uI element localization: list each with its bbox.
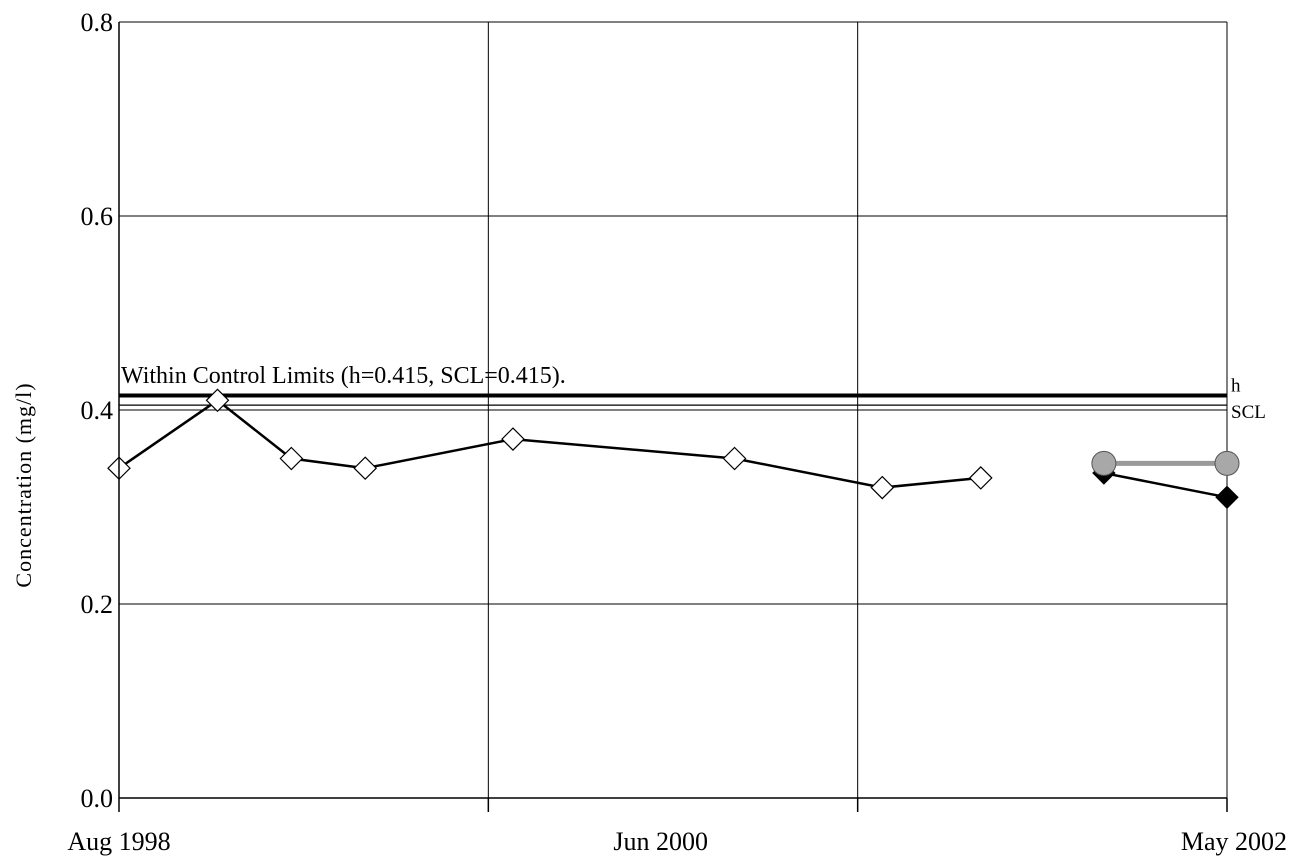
data-point xyxy=(353,456,378,481)
data-point xyxy=(968,466,993,490)
limit-label-scl: SCL xyxy=(1231,402,1266,423)
series-layer xyxy=(107,388,1240,510)
axis-layer: 0.0 0.2 0.4 0.6 0.8 Aug 1998 Jun 2000 May 2002 xyxy=(67,8,1287,856)
control-limits-annotation: Within Control Limits (h=0.415, SCL=0.41… xyxy=(121,363,566,389)
data-point xyxy=(205,388,230,413)
data-point xyxy=(501,427,525,451)
y-axis-label: Concentration (mg/l) xyxy=(11,382,36,587)
data-point xyxy=(1091,450,1117,476)
y-tick-label: 0.8 xyxy=(81,8,114,37)
data-point xyxy=(1214,450,1240,476)
series-line xyxy=(118,398,981,489)
data-point xyxy=(722,446,747,471)
x-tick-label: Aug 1998 xyxy=(67,827,170,856)
grid-layer xyxy=(118,21,1228,799)
x-tick-label: May 2002 xyxy=(1181,827,1287,856)
y-tick-label: 0.0 xyxy=(81,784,114,813)
data-point xyxy=(870,475,895,500)
limits-layer: h SCL xyxy=(119,375,1266,423)
data-point xyxy=(1215,485,1239,510)
x-tick-label: Jun 2000 xyxy=(613,827,708,856)
data-point xyxy=(279,446,304,471)
y-tick-label: 0.2 xyxy=(81,590,114,619)
series-line xyxy=(1103,471,1228,499)
limit-label-h: h xyxy=(1231,375,1241,396)
y-tick-label: 0.4 xyxy=(81,396,114,425)
y-tick-label: 0.6 xyxy=(81,202,114,231)
